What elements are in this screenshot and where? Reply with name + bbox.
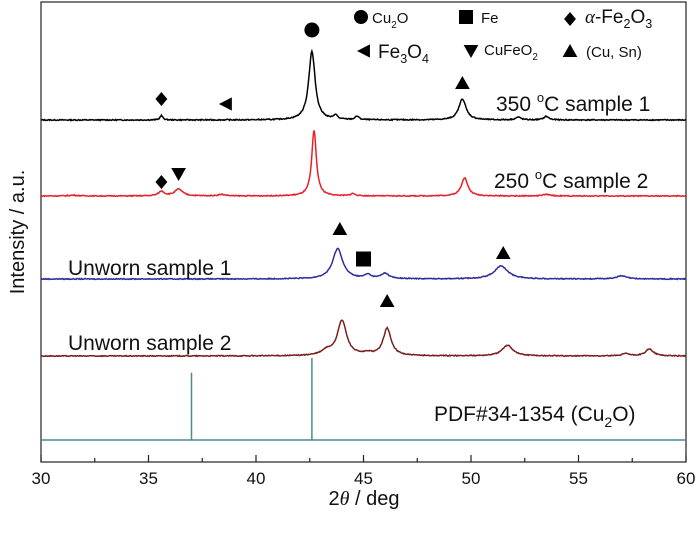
x-tick-label: 50 [462, 469, 481, 488]
series-label-2: 250 oC sample 2 [494, 167, 648, 193]
x-tick-label: 30 [32, 469, 51, 488]
marker-up-triangle-7 [332, 222, 348, 235]
trace-1 [40, 48, 687, 122]
plot-frame [40, 1, 687, 463]
x-tick-label: 35 [139, 469, 158, 488]
marker-up-triangle-9 [495, 246, 511, 259]
x-tick-label: 55 [569, 469, 588, 488]
series-label-3: Unworn sample 1 [68, 257, 231, 280]
legend-label-6: (Cu, Sn) [586, 44, 642, 61]
legend-circle-symbol [354, 10, 368, 24]
legend-label-1: Cu2O [372, 10, 408, 31]
legend-down-triangle-symbol [463, 45, 479, 58]
marker-circle-1 [304, 22, 320, 38]
legend-left-triangle-symbol [357, 44, 370, 58]
trace-2 [40, 130, 687, 198]
reference-label: PDF#34-1354 (Cu2O) [434, 403, 636, 430]
marker-down-triangle-6 [171, 168, 186, 181]
marker-up-triangle-10 [379, 294, 395, 307]
y-axis-label: Intensity / a.u. [7, 170, 29, 295]
legend-label-3: α-Fe2O3 [585, 7, 652, 31]
x-axis-label: 2θ / deg [329, 488, 400, 510]
legend-square-symbol [459, 10, 473, 24]
legend-label-5: CuFeO2 [484, 42, 538, 63]
marker-square-8 [356, 251, 371, 267]
x-tick-label: 40 [247, 469, 266, 488]
series-label-1: 350 oC sample 1 [496, 90, 650, 116]
legend-label-4: Fe3O4 [378, 42, 429, 66]
trace-3 [40, 247, 687, 281]
legend-label-2: Fe [481, 10, 499, 27]
trace-4 [40, 319, 686, 358]
marker-diamond-5 [155, 175, 168, 189]
marker-left-triangle-3 [218, 97, 232, 111]
x-tick-label: 60 [677, 469, 696, 488]
legend-diamond-symbol [564, 12, 576, 26]
series-label-4: Unworn sample 2 [68, 332, 231, 355]
x-tick-label: 45 [354, 469, 373, 488]
legend-up-triangle-symbol [562, 44, 578, 57]
marker-diamond-2 [155, 92, 168, 106]
marker-up-triangle-4 [455, 76, 470, 89]
